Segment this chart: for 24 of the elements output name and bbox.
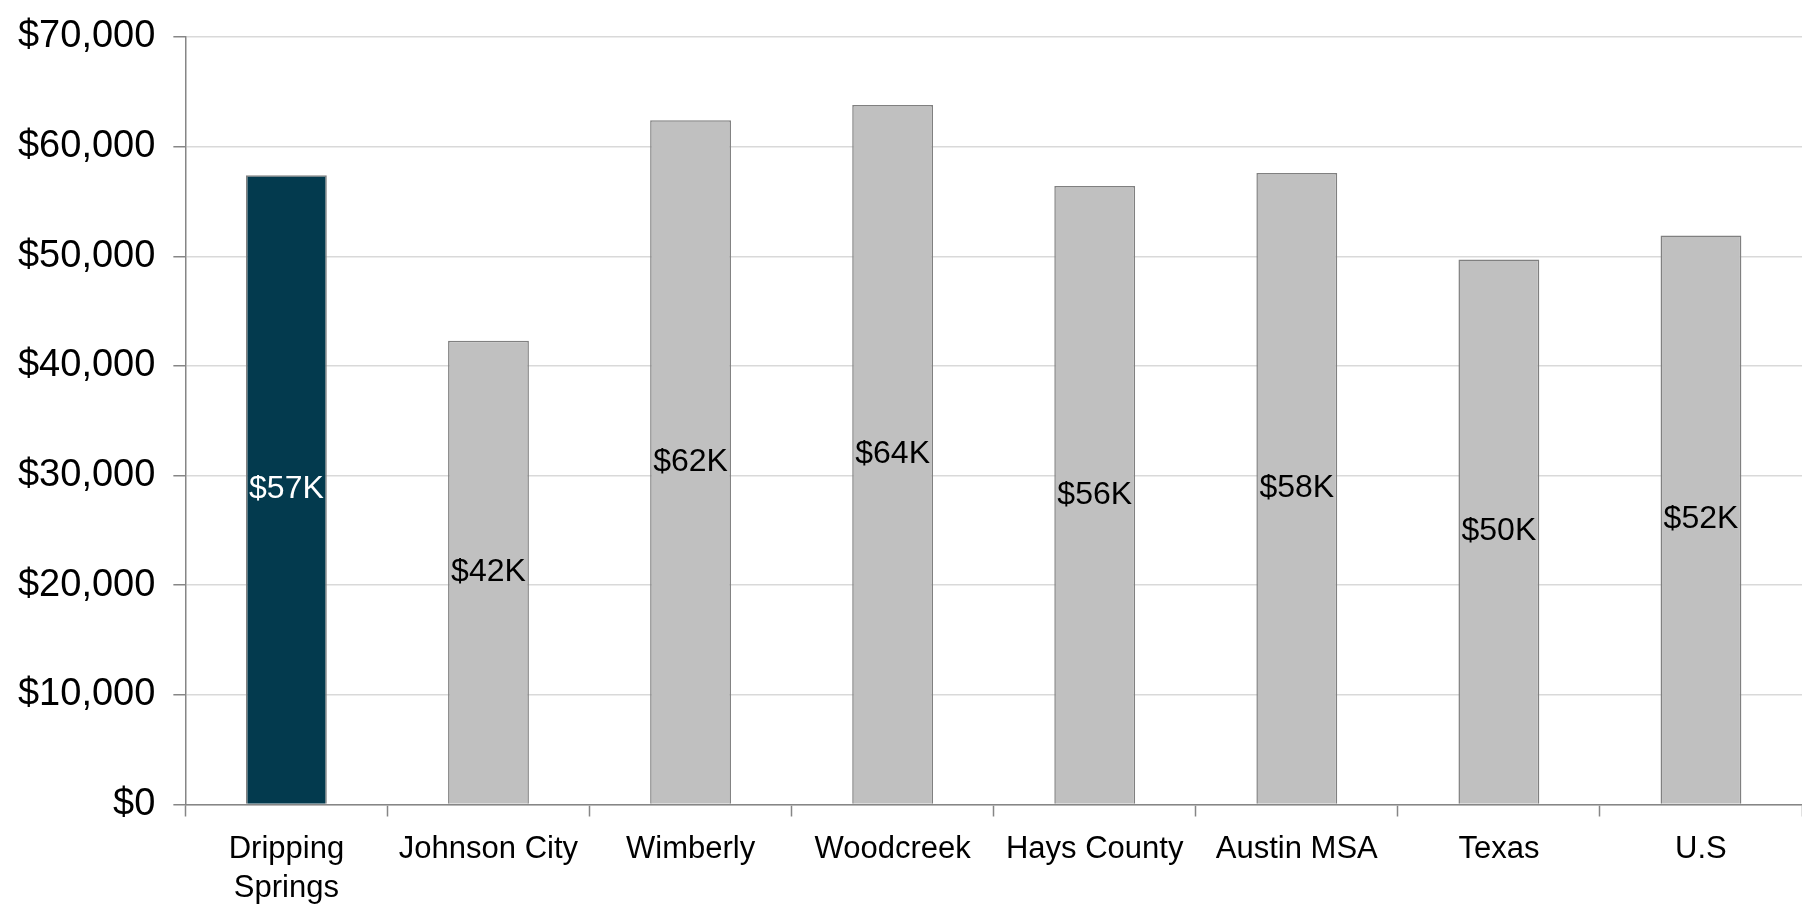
y-tick-label: $20,000	[17, 561, 156, 604]
y-tick-label: $60,000	[17, 123, 156, 166]
y-tick-label: $10,000	[17, 671, 156, 714]
y-tick-label: $30,000	[17, 452, 156, 495]
y-tick-label: $50,000	[17, 232, 156, 275]
data-label: $62K	[653, 441, 728, 478]
data-label: $57K	[249, 469, 324, 506]
data-label: $42K	[451, 552, 526, 589]
data-label: $56K	[1057, 474, 1133, 511]
x-tick-label: Texas	[1458, 830, 1540, 866]
x-tick-label: Hays County	[1005, 830, 1184, 866]
y-tick-label: $0	[113, 780, 156, 823]
x-tick-label: Dripping Springs	[228, 830, 345, 905]
x-tick-label: U.S	[1675, 830, 1727, 866]
data-label: $50K	[1461, 511, 1537, 548]
x-tick-label: Johnson City	[398, 830, 579, 866]
data-label: $52K	[1663, 499, 1739, 536]
x-tick-label: Austin MSA	[1215, 830, 1379, 866]
data-label: $64K	[855, 434, 931, 471]
data-label: $58K	[1259, 468, 1335, 505]
x-tick-label: Woodcreek	[814, 830, 972, 866]
y-tick-label: $40,000	[17, 342, 156, 385]
y-tick-label: $70,000	[17, 13, 156, 56]
x-tick-label: Wimberly	[625, 830, 756, 866]
